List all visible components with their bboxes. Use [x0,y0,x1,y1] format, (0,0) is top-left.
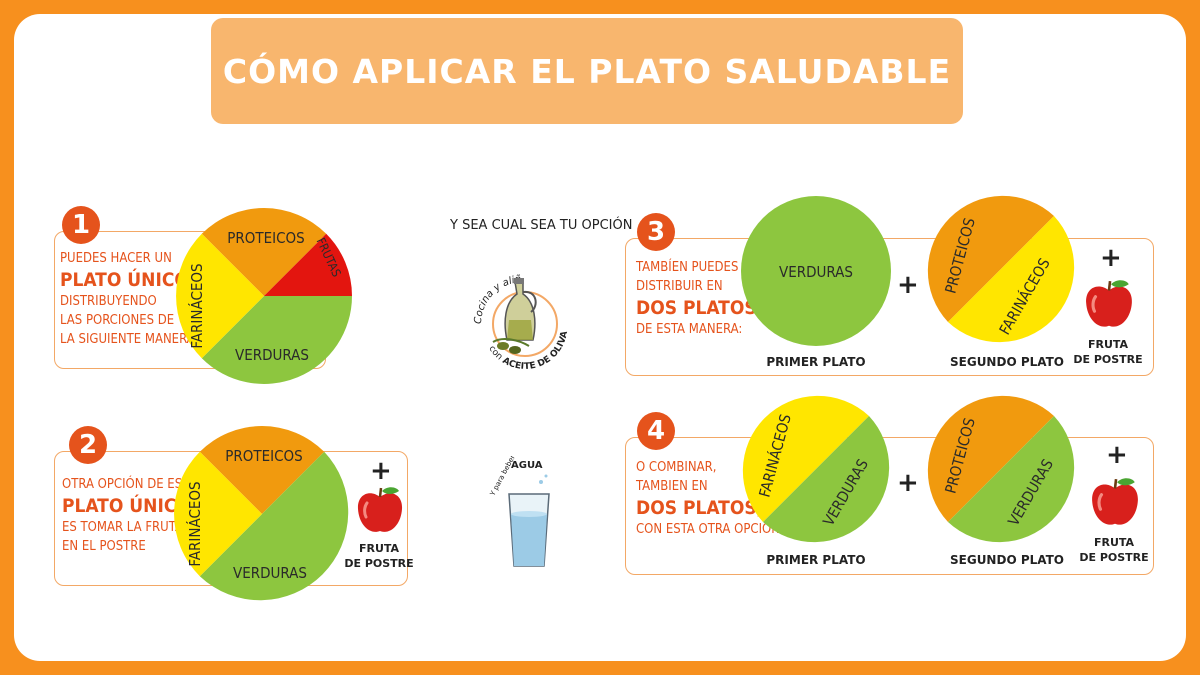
plate-section-verduras [199,451,349,601]
option-2-description: OTRA OPCIÓN DE ESTE PLATO ÚNICO, ES TOMA… [62,475,197,556]
label-verduras: VERDURAS [233,564,307,582]
plate-section-proteicos [199,426,325,514]
option-3-number: 3 [637,213,675,251]
option-2-line: ES TOMAR LA FRUTA [62,520,183,535]
label-proteicos: PROTEICOS [225,447,303,465]
option-1-number: 1 [62,206,100,244]
fruit-caption: FRUTA DE POSTRE [1068,337,1148,367]
plate-section-frutas [264,233,352,296]
option-2-plate: PROTEICOS FARINÁCEOS VERDURAS [174,426,349,601]
fruit-caption-line: FRUTA [1093,536,1135,549]
option-3-description: TAMBÍEN PUEDES DISTRIBUIR EN DOS PLATOS … [636,258,757,339]
option-4-number: 4 [637,412,675,450]
plate-section-verduras [763,416,890,543]
option-3-line: DOS PLATOS [636,297,757,319]
option-4-line: TAMBIEN EN [636,479,708,494]
option-3-second-plate: PROTEICOS FARINÁCEOS [927,195,1075,343]
option-4-second-plate: PROTEICOS VERDURAS [927,395,1075,543]
option-1-line: DISTRIBUYENDO [60,294,157,309]
plate-section-farinaceos [174,451,262,577]
option-4-line: CON ESTA OTRA OPCIÓN: [636,522,784,537]
plate-section-proteicos [927,395,1054,522]
plate-section-verduras [741,196,891,346]
second-plate-caption: SEGUNDO PLATO [950,355,1064,369]
plate-section-proteicos [927,195,1054,322]
fruit-caption-line: DE POSTRE [1073,353,1143,366]
plate-section-proteicos [201,208,327,296]
fruit-caption: FRUTA DE POSTRE [1074,535,1154,565]
label-farinaceos: FARINÁCEOS [187,263,206,348]
fruit-caption-line: FRUTA [1087,338,1129,351]
fruit-caption-line: DE POSTRE [1079,551,1149,564]
option-1-description: PUEDES HACER UN PLATO ÚNICO, DISTRIBUYEN… [60,249,198,349]
water-glass-icon: Y para beber: AGUA [488,456,550,567]
option-2-line: EN EL POSTRE [62,539,146,554]
label-farinaceos: FARINÁCEOS [185,481,204,566]
olive-oil-icon: Cocina y aliña conACEITE DE OLIVA VIRGEN [463,262,570,372]
option-1-line: LAS PORCIONES DE [60,313,175,328]
option-1-line: PLATO ÚNICO, [60,269,195,291]
title-banner: CÓMO APLICAR EL PLATO SALUDABLE [211,18,963,124]
option-1-plate: PROTEICOS FRUTAS FARINÁCEOS VERDURAS [176,208,352,384]
option-1-line: PUEDES HACER UN [60,251,172,266]
page-title: CÓMO APLICAR EL PLATO SALUDABLE [222,51,952,91]
option-4-first-plate: FARINÁCEOS VERDURAS [742,395,890,543]
water-label: AGUA [511,460,543,471]
apple-icon [357,487,403,532]
plate-section-verduras [948,416,1075,543]
plus-sign: + [370,456,392,486]
option-2-line: OTRA OPCIÓN DE ESTE [62,477,197,492]
apple-icon [1086,280,1132,327]
label-verduras: VERDURAS [779,263,853,281]
label-verduras: VERDURAS [235,346,309,364]
first-plate-caption: PRIMER PLATO [766,355,866,369]
option-1-line: LA SIGUIENTE MANERA: [60,332,199,347]
plus-sign: + [897,270,919,300]
plus-sign: + [1106,440,1128,470]
option-2-line: PLATO ÚNICO, [62,495,197,517]
fruit-caption: FRUTA DE POSTRE [339,541,419,571]
plus-sign: + [897,468,919,498]
plate-section-farinaceos [948,216,1075,343]
option-4-line: O COMBINAR, [636,460,717,475]
option-4-description: O COMBINAR, TAMBIEN EN DOS PLATOS, CON E… [636,458,784,539]
apple-icon [1092,478,1138,525]
plate-section-verduras [201,296,352,384]
option-3-line: TAMBÍEN PUEDES [636,260,739,275]
plus-sign: + [1100,243,1122,273]
fruit-caption-line: FRUTA [358,542,400,555]
option-3-line: DISTRIBUIR EN [636,279,723,294]
plate-section-farinaceos [742,395,869,522]
option-2-number: 2 [69,426,107,464]
middle-note: Y SEA CUAL SEA TU OPCIÓN [450,218,633,233]
option-3-first-plate: VERDURAS [741,196,891,346]
fruit-caption-line: DE POSTRE [344,557,414,570]
label-proteicos: PROTEICOS [227,229,305,247]
first-plate-caption: PRIMER PLATO [766,553,866,567]
plate-section-farinaceos [176,233,264,359]
option-4-line: DOS PLATOS, [636,497,764,519]
second-plate-caption: SEGUNDO PLATO [950,553,1064,567]
option-3-line: DE ESTA MANERA: [636,322,743,337]
